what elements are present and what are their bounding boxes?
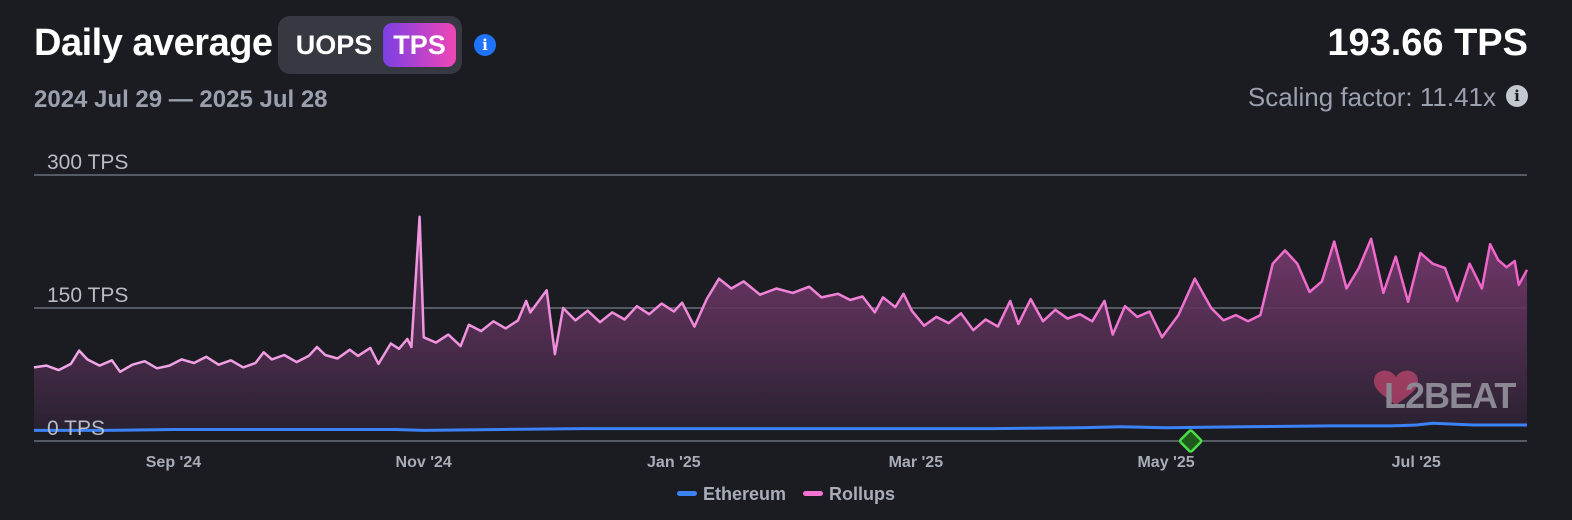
x-tick-label: Jul '25 bbox=[1392, 454, 1441, 471]
y-tick-label: 0 TPS bbox=[47, 417, 105, 440]
series-ethereum bbox=[34, 421, 1527, 432]
metric-toggle[interactable]: UOPS TPS bbox=[278, 16, 462, 74]
legend-ethereum-label: Ethereum bbox=[702, 484, 786, 504]
x-tick-label: Jan '25 bbox=[647, 454, 701, 471]
x-tick-label: Sep '24 bbox=[146, 454, 201, 471]
scaling-info-icon[interactable]: i bbox=[1506, 85, 1528, 107]
legend-ethereum-swatch bbox=[676, 490, 697, 496]
x-tick-label: Nov '24 bbox=[396, 454, 452, 471]
toggle-tps[interactable]: TPS bbox=[383, 23, 456, 67]
x-tick-label: May '25 bbox=[1137, 454, 1194, 471]
scaling-factor: Scaling factor: 11.41x bbox=[1247, 82, 1496, 112]
svg-text:L2BEAT: L2BEAT bbox=[1384, 375, 1516, 416]
x-tick-label: Mar '25 bbox=[889, 454, 944, 471]
legend-rollups-label: Rollups bbox=[829, 484, 896, 504]
rollups-area bbox=[34, 216, 1527, 431]
tps-chart[interactable]: L2BEAT 0 TPS 150 TPS 300 TPS Sep '24 Nov '2… bbox=[0, 0, 1572, 480]
y-tick-label: 300 TPS bbox=[47, 151, 128, 174]
current-value: 193.66 TPS bbox=[1327, 22, 1528, 64]
data-marker[interactable] bbox=[1178, 429, 1203, 453]
legend-ethereum[interactable]: Ethereum bbox=[676, 484, 786, 505]
toggle-uops[interactable]: UOPS bbox=[295, 30, 373, 60]
page-title: Daily average bbox=[34, 22, 273, 64]
legend: Ethereum Rollups bbox=[0, 484, 1572, 505]
l2beat-watermark: L2BEAT bbox=[1374, 370, 1517, 416]
legend-rollups[interactable]: Rollups bbox=[803, 484, 895, 505]
date-range: 2024 Jul 29 — 2025 Jul 28 bbox=[34, 86, 328, 113]
info-icon[interactable]: i bbox=[474, 34, 496, 56]
y-tick-label: 150 TPS bbox=[47, 284, 128, 307]
legend-rollups-swatch bbox=[803, 490, 824, 496]
series-rollups bbox=[33, 215, 1529, 374]
